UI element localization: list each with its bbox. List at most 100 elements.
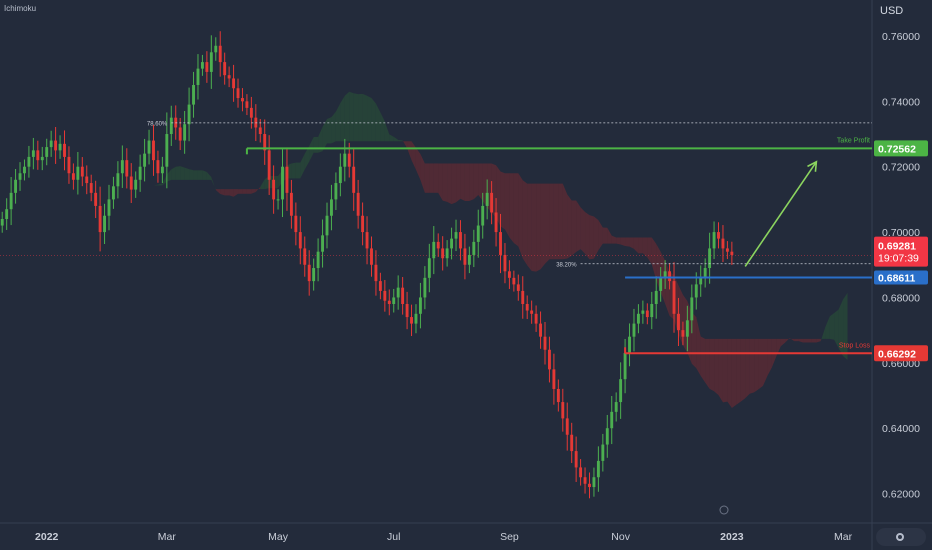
candle — [147, 140, 151, 154]
cloud-segment — [331, 111, 336, 144]
cloud-segment — [433, 163, 439, 193]
candle — [263, 134, 267, 151]
candle — [583, 477, 587, 484]
candle — [227, 75, 231, 79]
candle — [721, 238, 725, 249]
candle — [436, 241, 440, 249]
entry-price-tag-bg — [874, 270, 928, 285]
cloud-segment — [478, 163, 483, 201]
candle — [454, 232, 458, 239]
cloud-segment — [171, 166, 176, 180]
cloud-segment — [714, 338, 719, 396]
candle — [712, 232, 716, 249]
cloud-segment — [794, 338, 799, 342]
cloud-segment — [162, 174, 167, 186]
y-tick-label: 0.72000 — [882, 162, 920, 174]
cloud-segment — [469, 163, 474, 201]
cloud-segment — [611, 235, 617, 244]
cloud-segment — [140, 189, 145, 197]
countdown-label: 19:07:39 — [878, 253, 919, 265]
currency-label: USD — [880, 5, 904, 17]
candle — [717, 232, 720, 239]
cloud-segment — [349, 91, 354, 142]
cloud-segment — [625, 237, 630, 247]
y-tick-label: 0.76000 — [882, 31, 920, 43]
cloud-segment — [763, 338, 768, 386]
candle — [623, 353, 627, 380]
cloud-segment — [509, 173, 514, 243]
indicator-label[interactable]: Ichimoku — [4, 4, 37, 13]
candle — [249, 107, 253, 118]
projection-arrow-head — [807, 160, 818, 172]
cloud-segment — [829, 312, 835, 340]
cloud-segment — [473, 163, 479, 200]
candle — [138, 166, 142, 180]
candle — [196, 68, 200, 85]
cloud-segment — [300, 153, 305, 179]
cloud-segment — [749, 338, 755, 394]
candle — [392, 297, 396, 304]
cloud-segment — [215, 189, 221, 195]
candle — [530, 310, 534, 314]
cloud-segment — [358, 93, 363, 142]
cloud-segment — [696, 317, 701, 376]
candle — [565, 418, 569, 435]
cloud-segment — [313, 136, 319, 153]
cloud-segment — [531, 183, 537, 272]
candle — [556, 388, 560, 403]
cloud-segment — [367, 95, 372, 142]
cloud-segment — [246, 189, 252, 194]
cloud-segment — [251, 189, 256, 194]
candle — [708, 248, 712, 269]
candle — [214, 45, 218, 53]
last-price-tag: 0.69281 — [878, 241, 916, 253]
cloud-segment — [798, 338, 804, 343]
cloud-segment — [224, 189, 230, 196]
candle — [218, 45, 222, 63]
cloud-segment — [389, 134, 394, 142]
cloud-segment — [135, 196, 141, 198]
candle — [307, 264, 311, 282]
candle — [63, 143, 66, 157]
cloud-segment — [803, 338, 808, 343]
cloud-segment — [211, 177, 216, 191]
candle — [58, 143, 62, 151]
cloud-segment — [518, 173, 523, 259]
cloud-segment — [362, 93, 368, 142]
candle — [31, 150, 35, 157]
candle — [98, 205, 102, 233]
cloud-segment — [157, 183, 163, 186]
cloud-segment — [705, 338, 710, 389]
y-tick-label: 0.62000 — [882, 489, 920, 501]
candle — [418, 297, 422, 314]
candle — [89, 183, 93, 193]
candle — [632, 323, 636, 337]
candle — [183, 124, 187, 141]
cloud-segment — [731, 338, 737, 409]
cloud-segment — [589, 215, 594, 260]
candle — [445, 248, 449, 259]
candle — [472, 241, 476, 255]
cloud-segment — [616, 237, 621, 245]
cloud-segment — [562, 183, 568, 260]
cloud-segment — [522, 180, 528, 266]
cloud-segment — [371, 97, 376, 142]
y-tick-label: 0.70000 — [882, 227, 920, 239]
cloud-segment — [722, 338, 728, 403]
candle — [677, 313, 680, 331]
settings-icon[interactable] — [876, 528, 926, 546]
candle — [663, 271, 667, 278]
cloud-segment — [736, 338, 741, 405]
cloud-segment — [375, 103, 381, 142]
candle — [49, 140, 53, 148]
candle — [9, 192, 13, 210]
candle — [668, 271, 672, 282]
cloud-segment — [682, 294, 688, 353]
candle — [209, 52, 213, 72]
candle — [463, 248, 467, 265]
cloud-segment — [527, 183, 532, 271]
candle — [258, 127, 262, 135]
candle — [85, 176, 89, 184]
cloud-segment — [758, 338, 763, 390]
